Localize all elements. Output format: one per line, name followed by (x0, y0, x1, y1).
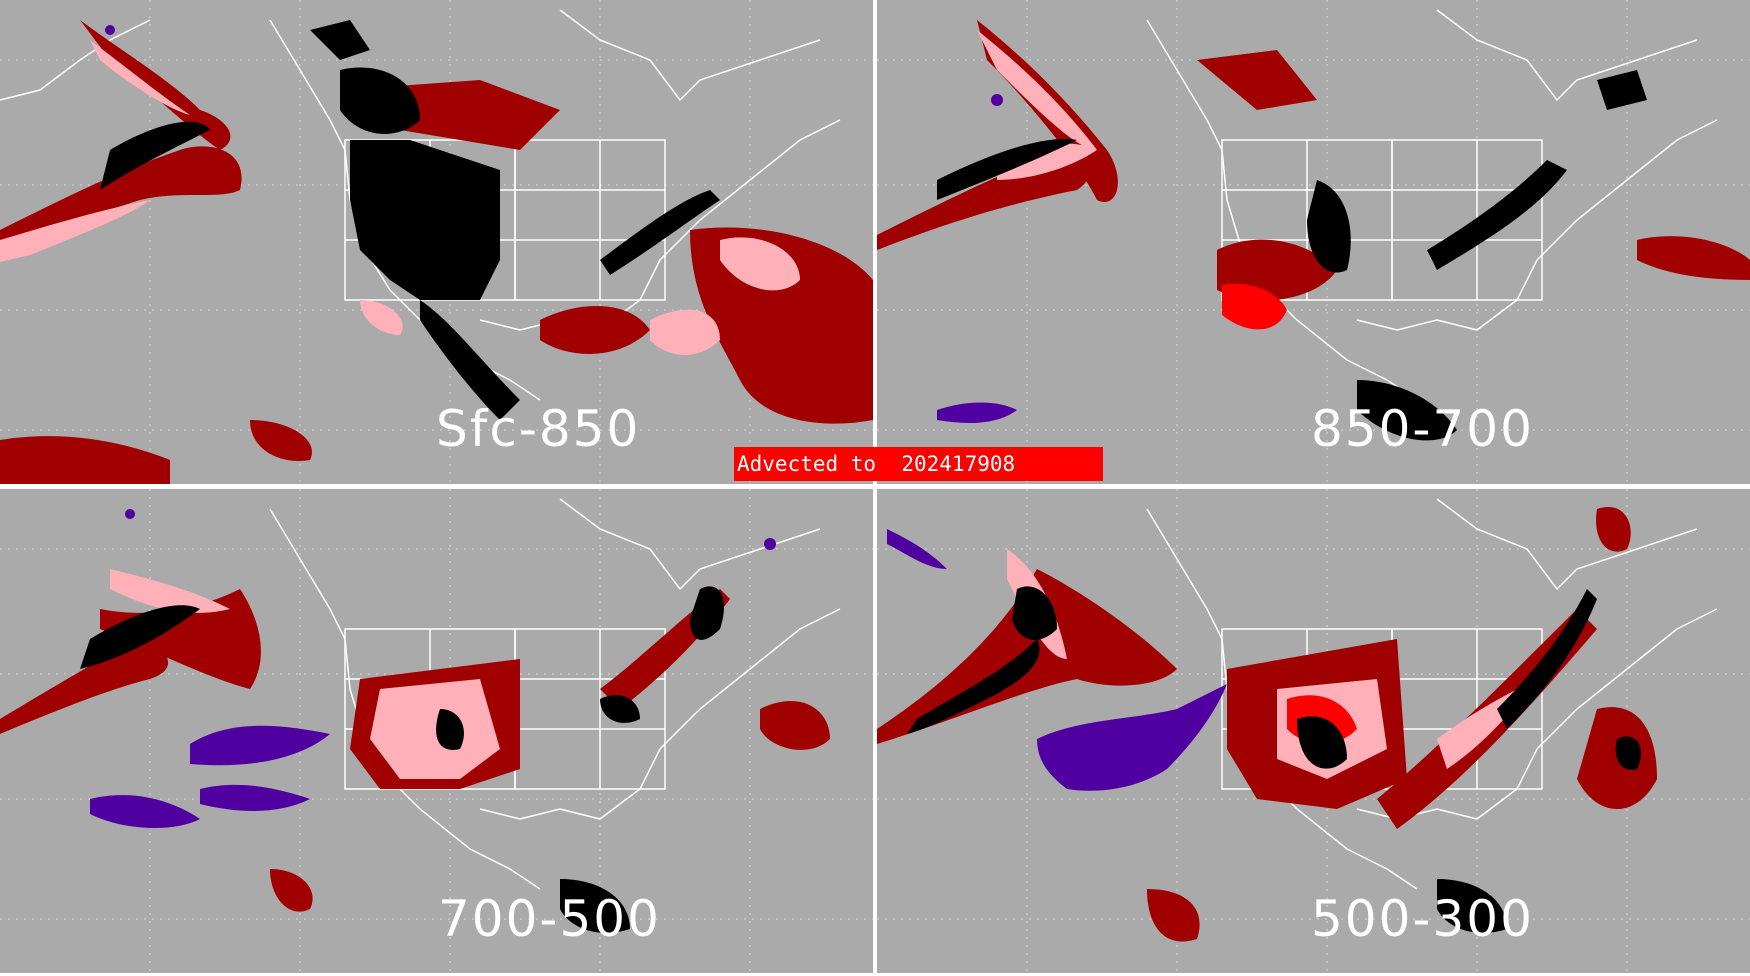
moisture-black (907, 586, 1641, 933)
vertical-divider (873, 0, 877, 976)
moisture-purple (90, 509, 776, 829)
moisture-dark-red (877, 507, 1657, 942)
layer-label: Sfc-850 (436, 400, 641, 458)
coastlines (269, 498, 841, 890)
moisture-pink (110, 569, 500, 779)
moisture-black (100, 20, 720, 420)
layer-label: 850-700 (1311, 400, 1534, 458)
panel-sfc-850: Sfc-850 (0, 0, 873, 484)
layer-label: 500-300 (1311, 890, 1534, 948)
moisture-black (937, 70, 1647, 441)
layer-label: 700-500 (438, 890, 661, 948)
moisture-purple (937, 94, 1017, 423)
moisture-pink (0, 40, 800, 355)
advected-banner: Advected to 202417908 (734, 447, 1103, 481)
moisture-bright-red (1222, 283, 1287, 330)
map-700-500 (0, 489, 873, 973)
panel-850-700: 850-700 (877, 0, 1750, 484)
panel-500-300: 500-300 (877, 489, 1750, 973)
map-sfc-850 (0, 0, 873, 484)
panel-700-500: 700-500 (0, 489, 873, 973)
moisture-black (80, 586, 724, 933)
moisture-purple (105, 25, 115, 35)
map-500-300 (877, 489, 1750, 973)
map-850-700 (877, 0, 1750, 484)
moisture-purple (887, 529, 1227, 791)
coastlines (1146, 9, 1718, 401)
